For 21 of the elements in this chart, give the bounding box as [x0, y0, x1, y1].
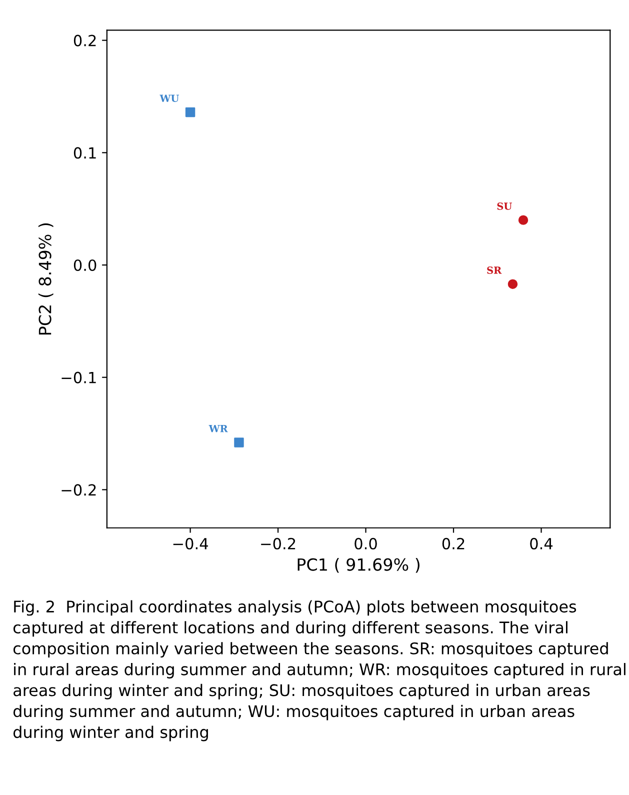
x-axis-title: PC1 ( 91.69% ) — [298, 558, 420, 573]
y-tick-label: −0.1 — [62, 372, 96, 384]
x-tick-label: −0.4 — [173, 538, 208, 550]
caption: Fig. 2 Principal coordinates analysis (PCoA) plots between mosquitoes captured at different locations and during different seasons. The viral composition mainly varied between the seasons. SR: mosquitoes captured in rural areas during summer and autumn; WR: mosquitoes captured in rural areas during winter and spring; SU: mosquitoes captured in urban areas during summer and autumn; WU: mosquitoes captured in urban areas during winter and spring — [13, 600, 626, 742]
x-tick-label: 0.0 — [354, 538, 377, 550]
point — [185, 107, 196, 118]
point — [508, 279, 518, 289]
series-label: SU — [497, 202, 512, 210]
y-axis-title: PC2 ( 8.49% ) — [38, 223, 54, 334]
point — [518, 215, 528, 225]
series-label: WU — [160, 94, 179, 102]
point — [234, 438, 244, 448]
series-label: WR — [208, 425, 228, 432]
y-tick-label: 0.0 — [74, 259, 96, 272]
x-tick-label: 0.2 — [442, 538, 464, 550]
x-tick-label: 0.4 — [530, 538, 553, 550]
series-label: SR — [487, 266, 502, 274]
y-tick-label: 0.1 — [74, 147, 96, 159]
y-tick-label: 0.2 — [74, 34, 96, 46]
y-tick-label: −0.2 — [62, 484, 96, 496]
x-tick-label: −0.2 — [261, 538, 296, 550]
